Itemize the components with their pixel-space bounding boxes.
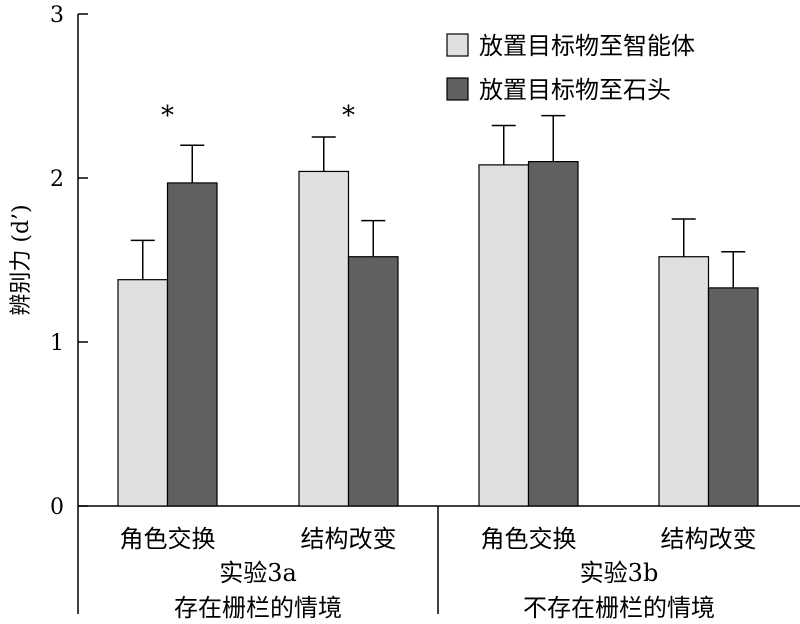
x-tick-label: 角色交换	[120, 525, 216, 553]
condition-label: 不存在栅栏的情境	[523, 594, 715, 622]
experiment-label: 实验3a	[219, 559, 297, 587]
bar	[478, 164, 530, 507]
y-tick-label: 3	[50, 3, 64, 28]
y-tick-label: 0	[50, 495, 64, 520]
legend-swatch	[446, 77, 469, 101]
bar	[527, 161, 579, 507]
x-tick-label: 角色交换	[481, 525, 577, 553]
bar	[298, 170, 350, 507]
y-tick-label: 2	[50, 167, 64, 192]
significance-marker: *	[161, 101, 174, 131]
experiment-label: 实验3b	[580, 559, 659, 587]
bar	[707, 287, 759, 507]
condition-label: 存在栅栏的情境	[174, 594, 342, 622]
y-tick-label: 1	[50, 331, 64, 356]
bar	[347, 256, 399, 507]
legend-label: 放置目标物至智能体	[479, 32, 695, 60]
legend-swatch	[446, 33, 469, 57]
x-tick-label: 结构改变	[301, 525, 397, 553]
bar	[658, 256, 710, 507]
bar	[166, 182, 218, 507]
significance-marker: *	[342, 101, 355, 131]
x-tick-label: 结构改变	[661, 525, 757, 553]
y-axis-label: 辨别力 (d’)	[9, 204, 34, 315]
bar	[117, 279, 169, 507]
legend-label: 放置目标物至石头	[479, 76, 671, 104]
